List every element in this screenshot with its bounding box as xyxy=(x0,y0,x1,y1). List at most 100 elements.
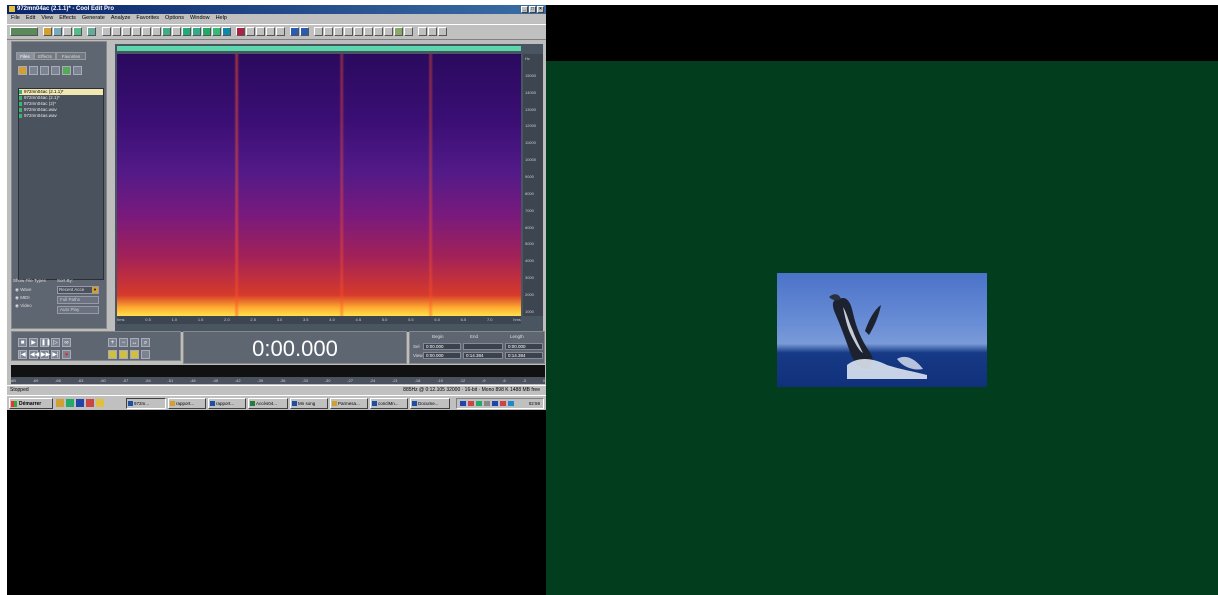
play-icon[interactable]: ▶ xyxy=(29,338,38,347)
tray-icon[interactable] xyxy=(508,401,514,406)
stop-icon[interactable]: ■ xyxy=(18,338,27,347)
menu-effects[interactable]: Effects xyxy=(59,15,76,21)
sel-length-field[interactable]: 0:00.000 xyxy=(505,343,543,350)
tool-icon[interactable] xyxy=(162,27,171,36)
list-item[interactable]: 972mn04as.wav xyxy=(19,113,103,119)
open-file-icon[interactable] xyxy=(18,66,27,75)
tool-icon[interactable] xyxy=(172,27,181,36)
record-tool-icon[interactable] xyxy=(236,27,245,36)
fast-forward-icon[interactable]: ▶▶ xyxy=(40,350,51,359)
menu-generate[interactable]: Generate xyxy=(81,15,105,21)
menu-analyze[interactable]: Analyze xyxy=(110,15,131,21)
close-button[interactable]: × xyxy=(537,6,544,13)
tray-icon[interactable] xyxy=(460,401,466,406)
list-item[interactable]: 972mn04ac.wav xyxy=(19,107,103,113)
tray-icon[interactable] xyxy=(492,401,498,406)
auto-play-button[interactable]: Auto Play xyxy=(57,306,99,314)
tool-icon[interactable] xyxy=(212,27,221,36)
tray-icon[interactable] xyxy=(500,401,506,406)
full-paths-button[interactable]: Full Paths xyxy=(57,296,99,304)
zoom-selection-icon[interactable]: ⌕ xyxy=(141,338,150,347)
view-icon[interactable] xyxy=(384,27,393,36)
task-button[interactable]: Accès04... xyxy=(248,398,288,409)
filter-midi-checkbox[interactable]: ◉ MIDI xyxy=(15,295,30,300)
maximize-button[interactable]: □ xyxy=(529,6,536,13)
sel-begin-field[interactable]: 0:00.000 xyxy=(423,343,461,350)
tab-effects[interactable]: Effects xyxy=(34,52,56,60)
task-button[interactable]: Docume... xyxy=(410,398,450,409)
task-button[interactable]: Mn song xyxy=(290,398,328,409)
view-icon[interactable] xyxy=(290,27,299,36)
edit-icon[interactable] xyxy=(51,66,60,75)
tool-icon[interactable] xyxy=(246,27,255,36)
list-item[interactable]: 972mn04ac (2.1)* xyxy=(19,95,103,101)
zoom-vertical-out-icon[interactable] xyxy=(119,350,128,359)
pause-icon[interactable]: ❚❚ xyxy=(40,338,52,347)
loop-icon[interactable]: ∞ xyxy=(62,338,71,347)
view-icon[interactable] xyxy=(404,27,413,36)
record-icon[interactable]: ● xyxy=(62,350,71,359)
close-file-icon[interactable] xyxy=(29,66,38,75)
view-icon[interactable] xyxy=(314,27,323,36)
play-file-icon[interactable] xyxy=(62,66,71,75)
go-to-end-icon[interactable]: ▶| xyxy=(51,350,60,359)
view-icon[interactable] xyxy=(354,27,363,36)
tab-favorites[interactable]: Favorites xyxy=(56,52,86,60)
view-end-field[interactable]: 0:14.384 xyxy=(463,352,503,359)
menu-edit[interactable]: Edit xyxy=(25,15,36,21)
multitrack-toggle-button[interactable] xyxy=(10,27,38,36)
spectral-view[interactable] xyxy=(117,54,521,316)
quicklaunch-icon[interactable] xyxy=(86,399,94,407)
tool-icon[interactable] xyxy=(202,27,211,36)
zoom-vertical-in-icon[interactable] xyxy=(108,350,117,359)
view-icon[interactable] xyxy=(334,27,343,36)
view-begin-field[interactable]: 0:00.000 xyxy=(423,352,461,359)
list-item[interactable]: 972mn04ac (2)* xyxy=(19,101,103,107)
task-button[interactable]: Parmesa... xyxy=(330,398,368,409)
view-icon[interactable] xyxy=(324,27,333,36)
view-icon[interactable] xyxy=(364,27,373,36)
properties-icon[interactable] xyxy=(73,66,82,75)
zoom-left-icon[interactable] xyxy=(130,350,139,359)
task-button[interactable]: rapport... xyxy=(208,398,246,409)
tray-icon[interactable] xyxy=(468,401,474,406)
task-button[interactable]: conclMn... xyxy=(370,398,408,409)
tool-icon[interactable] xyxy=(63,27,72,36)
tool-icon[interactable] xyxy=(418,27,427,36)
tool-icon[interactable] xyxy=(222,27,231,36)
menu-favorites[interactable]: Favorites xyxy=(136,15,160,21)
trim-icon[interactable] xyxy=(142,27,151,36)
play-to-end-icon[interactable]: ▷ xyxy=(51,338,60,347)
insert-icon[interactable] xyxy=(40,66,49,75)
view-icon[interactable] xyxy=(344,27,353,36)
list-item[interactable]: 972mn04ac (2.1.1)* xyxy=(19,89,103,95)
tool-icon[interactable] xyxy=(256,27,265,36)
tool-icon[interactable] xyxy=(276,27,285,36)
quicklaunch-icon[interactable] xyxy=(96,399,104,407)
task-button[interactable]: rapport... xyxy=(168,398,206,409)
go-to-start-icon[interactable]: |◀ xyxy=(18,350,27,359)
copy-icon[interactable] xyxy=(112,27,121,36)
tool-icon[interactable] xyxy=(266,27,275,36)
zoom-right-icon[interactable] xyxy=(141,350,150,359)
menu-window[interactable]: Window xyxy=(190,15,210,21)
sort-by-select[interactable]: Recent Acce ▾ xyxy=(57,286,99,294)
cut-icon[interactable] xyxy=(102,27,111,36)
tool-icon[interactable] xyxy=(87,27,96,36)
sel-end-field[interactable] xyxy=(463,343,503,350)
save-icon[interactable] xyxy=(53,27,62,36)
zoom-in-icon[interactable]: + xyxy=(108,338,117,347)
view-icon[interactable] xyxy=(300,27,309,36)
tray-icon[interactable] xyxy=(476,401,482,406)
menu-file[interactable]: File xyxy=(11,15,20,21)
minimize-button[interactable]: _ xyxy=(521,6,528,13)
rewind-icon[interactable]: ◀◀ xyxy=(29,350,40,359)
menu-options[interactable]: Options xyxy=(165,15,185,21)
view-icon[interactable] xyxy=(374,27,383,36)
speaker-icon[interactable] xyxy=(484,401,490,406)
task-button-coolediet[interactable]: 972m... xyxy=(126,398,166,409)
menu-view[interactable]: View xyxy=(41,15,54,21)
filter-wave-checkbox[interactable]: ◉ Wave xyxy=(15,287,32,292)
paste-icon[interactable] xyxy=(122,27,131,36)
quicklaunch-icon[interactable] xyxy=(56,399,64,407)
